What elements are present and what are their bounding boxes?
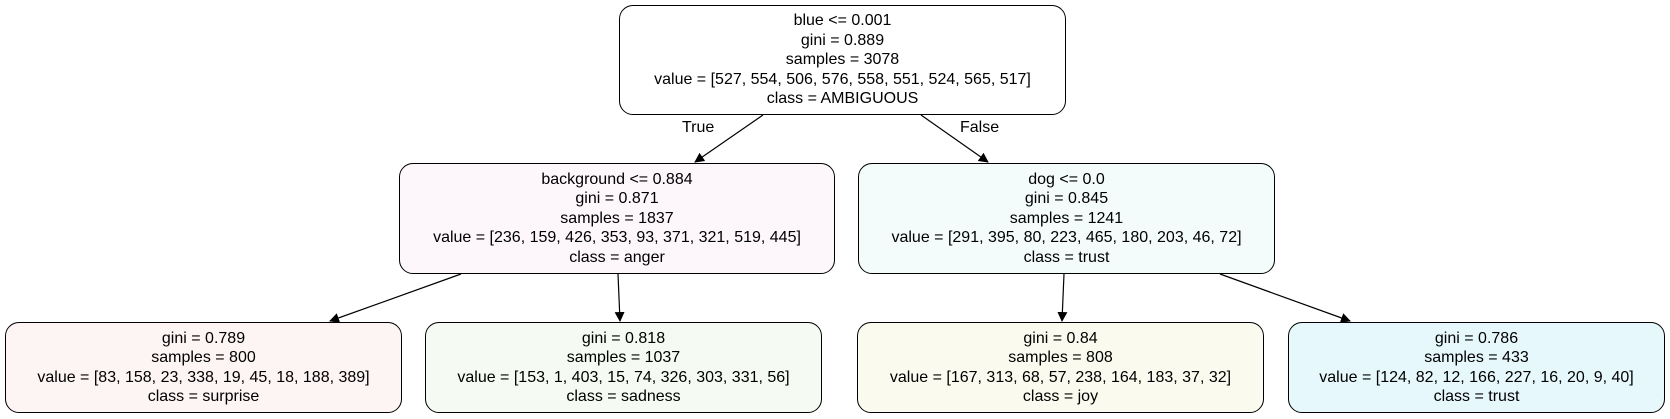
node-split: blue <= 0.001 [793,12,892,30]
node-gini: gini = 0.84 [1023,329,1098,347]
node-gini: gini = 0.871 [575,190,659,208]
tree-node-root: blue <= 0.001 gini = 0.889 samples = 307… [619,5,1066,115]
node-samples: samples = 433 [1424,349,1529,366]
tree-leaf-sadness: gini = 0.818 samples = 1037 value = [153… [425,322,822,413]
node-samples: samples = 1037 [566,349,681,366]
node-class: class = AMBIGUOUS [766,90,919,108]
node-samples: samples = 1837 [560,209,674,227]
edge-root-right [920,114,989,163]
node-class: class = joy [1022,388,1099,405]
tree-leaf-surprise: gini = 0.789 samples = 800 value = [83, … [5,322,402,413]
node-class: class = surprise [147,388,260,405]
tree-leaf-joy: gini = 0.84 samples = 808 value = [167, … [857,322,1264,413]
edge-root-left [694,114,764,163]
tree-node-left: background <= 0.884 gini = 0.871 samples… [399,163,835,274]
edge-left-lr [614,273,625,322]
tree-node-right: dog <= 0.0 gini = 0.845 samples = 1241 v… [858,163,1275,274]
node-value: value = [291, 395, 80, 223, 465, 180, 20… [891,229,1242,247]
edge-label-true: True [682,119,715,136]
node-value: value = [124, 82, 12, 166, 227, 16, 20, … [1319,368,1634,386]
edge-right-rl [1057,273,1068,322]
node-class: class = trust [1023,248,1110,266]
node-split: background <= 0.884 [541,170,693,188]
node-class: class = anger [569,248,665,266]
node-gini: gini = 0.845 [1024,190,1109,208]
node-samples: samples = 3078 [785,51,900,69]
edge-right-rr [1219,273,1351,323]
node-gini: gini = 0.889 [800,31,885,49]
node-samples: samples = 800 [151,349,256,366]
node-samples: samples = 1241 [1009,209,1124,227]
node-value: value = [527, 554, 506, 576, 558, 551, 5… [654,70,1031,88]
node-value: value = [83, 158, 23, 338, 19, 45, 18, 1… [37,368,370,386]
node-class: class = sadness [566,388,681,405]
edge-left-ll [329,273,462,323]
node-gini: gini = 0.789 [161,329,246,347]
node-value: value = [167, 313, 68, 57, 238, 164, 183… [889,368,1232,386]
node-value: value = [236, 159, 426, 353, 93, 371, 32… [433,229,801,247]
node-gini: gini = 0.786 [1434,329,1519,347]
tree-leaf-trust: gini = 0.786 samples = 433 value = [124,… [1288,322,1665,413]
edge-label-false: False [960,119,1000,136]
node-split: dog <= 0.0 [1028,170,1105,188]
node-class: class = trust [1433,388,1520,405]
node-samples: samples = 808 [1008,349,1113,366]
node-value: value = [153, 1, 403, 15, 74, 326, 303, … [457,368,790,386]
node-gini: gini = 0.818 [581,329,666,347]
